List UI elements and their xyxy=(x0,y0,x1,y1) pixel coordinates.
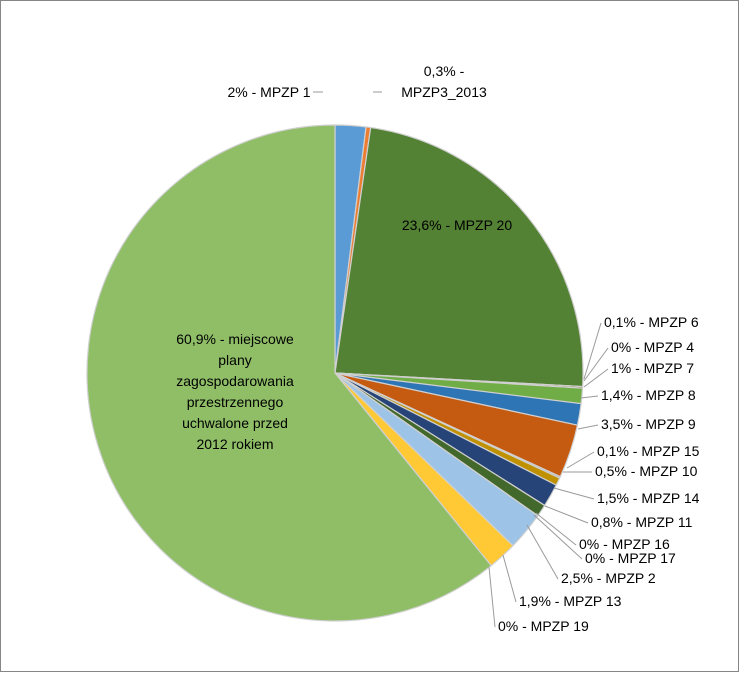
slice-label: 1,9% - MPZP 13 xyxy=(519,593,622,609)
slice-label: 2% - MPZP 1 xyxy=(228,84,311,100)
slice-label: 0,3% - xyxy=(424,63,465,79)
slice-label: przestrzennego xyxy=(187,394,284,410)
slice-label: 1,5% - MPZP 14 xyxy=(597,490,700,506)
slice-label: uchwalone przed xyxy=(182,415,288,431)
leader-line xyxy=(580,395,599,399)
leader-line xyxy=(544,505,589,524)
leader-line xyxy=(533,514,583,560)
slice-label: 1% - MPZP 7 xyxy=(611,360,694,376)
slice-label: plany xyxy=(218,352,251,368)
leader-line xyxy=(583,322,602,380)
leader-line xyxy=(583,347,609,382)
slice-label: 2012 rokiem xyxy=(196,436,273,452)
slice-label: zagospodarowania xyxy=(176,373,294,389)
slice-label: 0% - MPZP 4 xyxy=(611,339,694,355)
pie-slice xyxy=(86,124,492,622)
slice-label: 2,5% - MPZP 2 xyxy=(561,570,656,586)
pie-slice xyxy=(334,126,584,388)
leader-line xyxy=(583,368,609,388)
slice-label: 0,8% - MPZP 11 xyxy=(591,514,693,530)
slice-label: 0% - MPZP 16 xyxy=(579,536,670,552)
slice-label: 23,6% - MPZP 20 xyxy=(402,217,512,233)
data-labels: 2% - MPZP 1 0,3% - MPZP3_2013 23,6% - MPZP … xyxy=(176,63,699,634)
slice-label: 0% - MPZP 19 xyxy=(498,618,589,634)
slice-label: 0,5% - MPZP 10 xyxy=(595,463,698,479)
slice-label: 0% - MPZP 17 xyxy=(585,550,676,566)
leader-line xyxy=(535,512,577,546)
slice-label: 0,1% - MPZP 15 xyxy=(597,443,700,459)
leader-line xyxy=(526,524,559,580)
slice-label: 3,5% - MPZP 9 xyxy=(601,416,696,432)
leader-line xyxy=(553,487,595,500)
leader-line xyxy=(488,566,496,628)
slice-label: MPZP3_2013 xyxy=(401,84,487,100)
leader-line xyxy=(566,451,595,469)
slice-label: 60,9% - miejscowe xyxy=(176,331,294,347)
pie-slices xyxy=(86,124,584,622)
slice-label: 0,1% - MPZP 6 xyxy=(604,314,699,330)
leader-lines xyxy=(313,91,609,628)
slice-label: 1,4% - MPZP 8 xyxy=(601,387,696,403)
leader-line xyxy=(577,424,599,430)
leader-line xyxy=(502,554,517,603)
